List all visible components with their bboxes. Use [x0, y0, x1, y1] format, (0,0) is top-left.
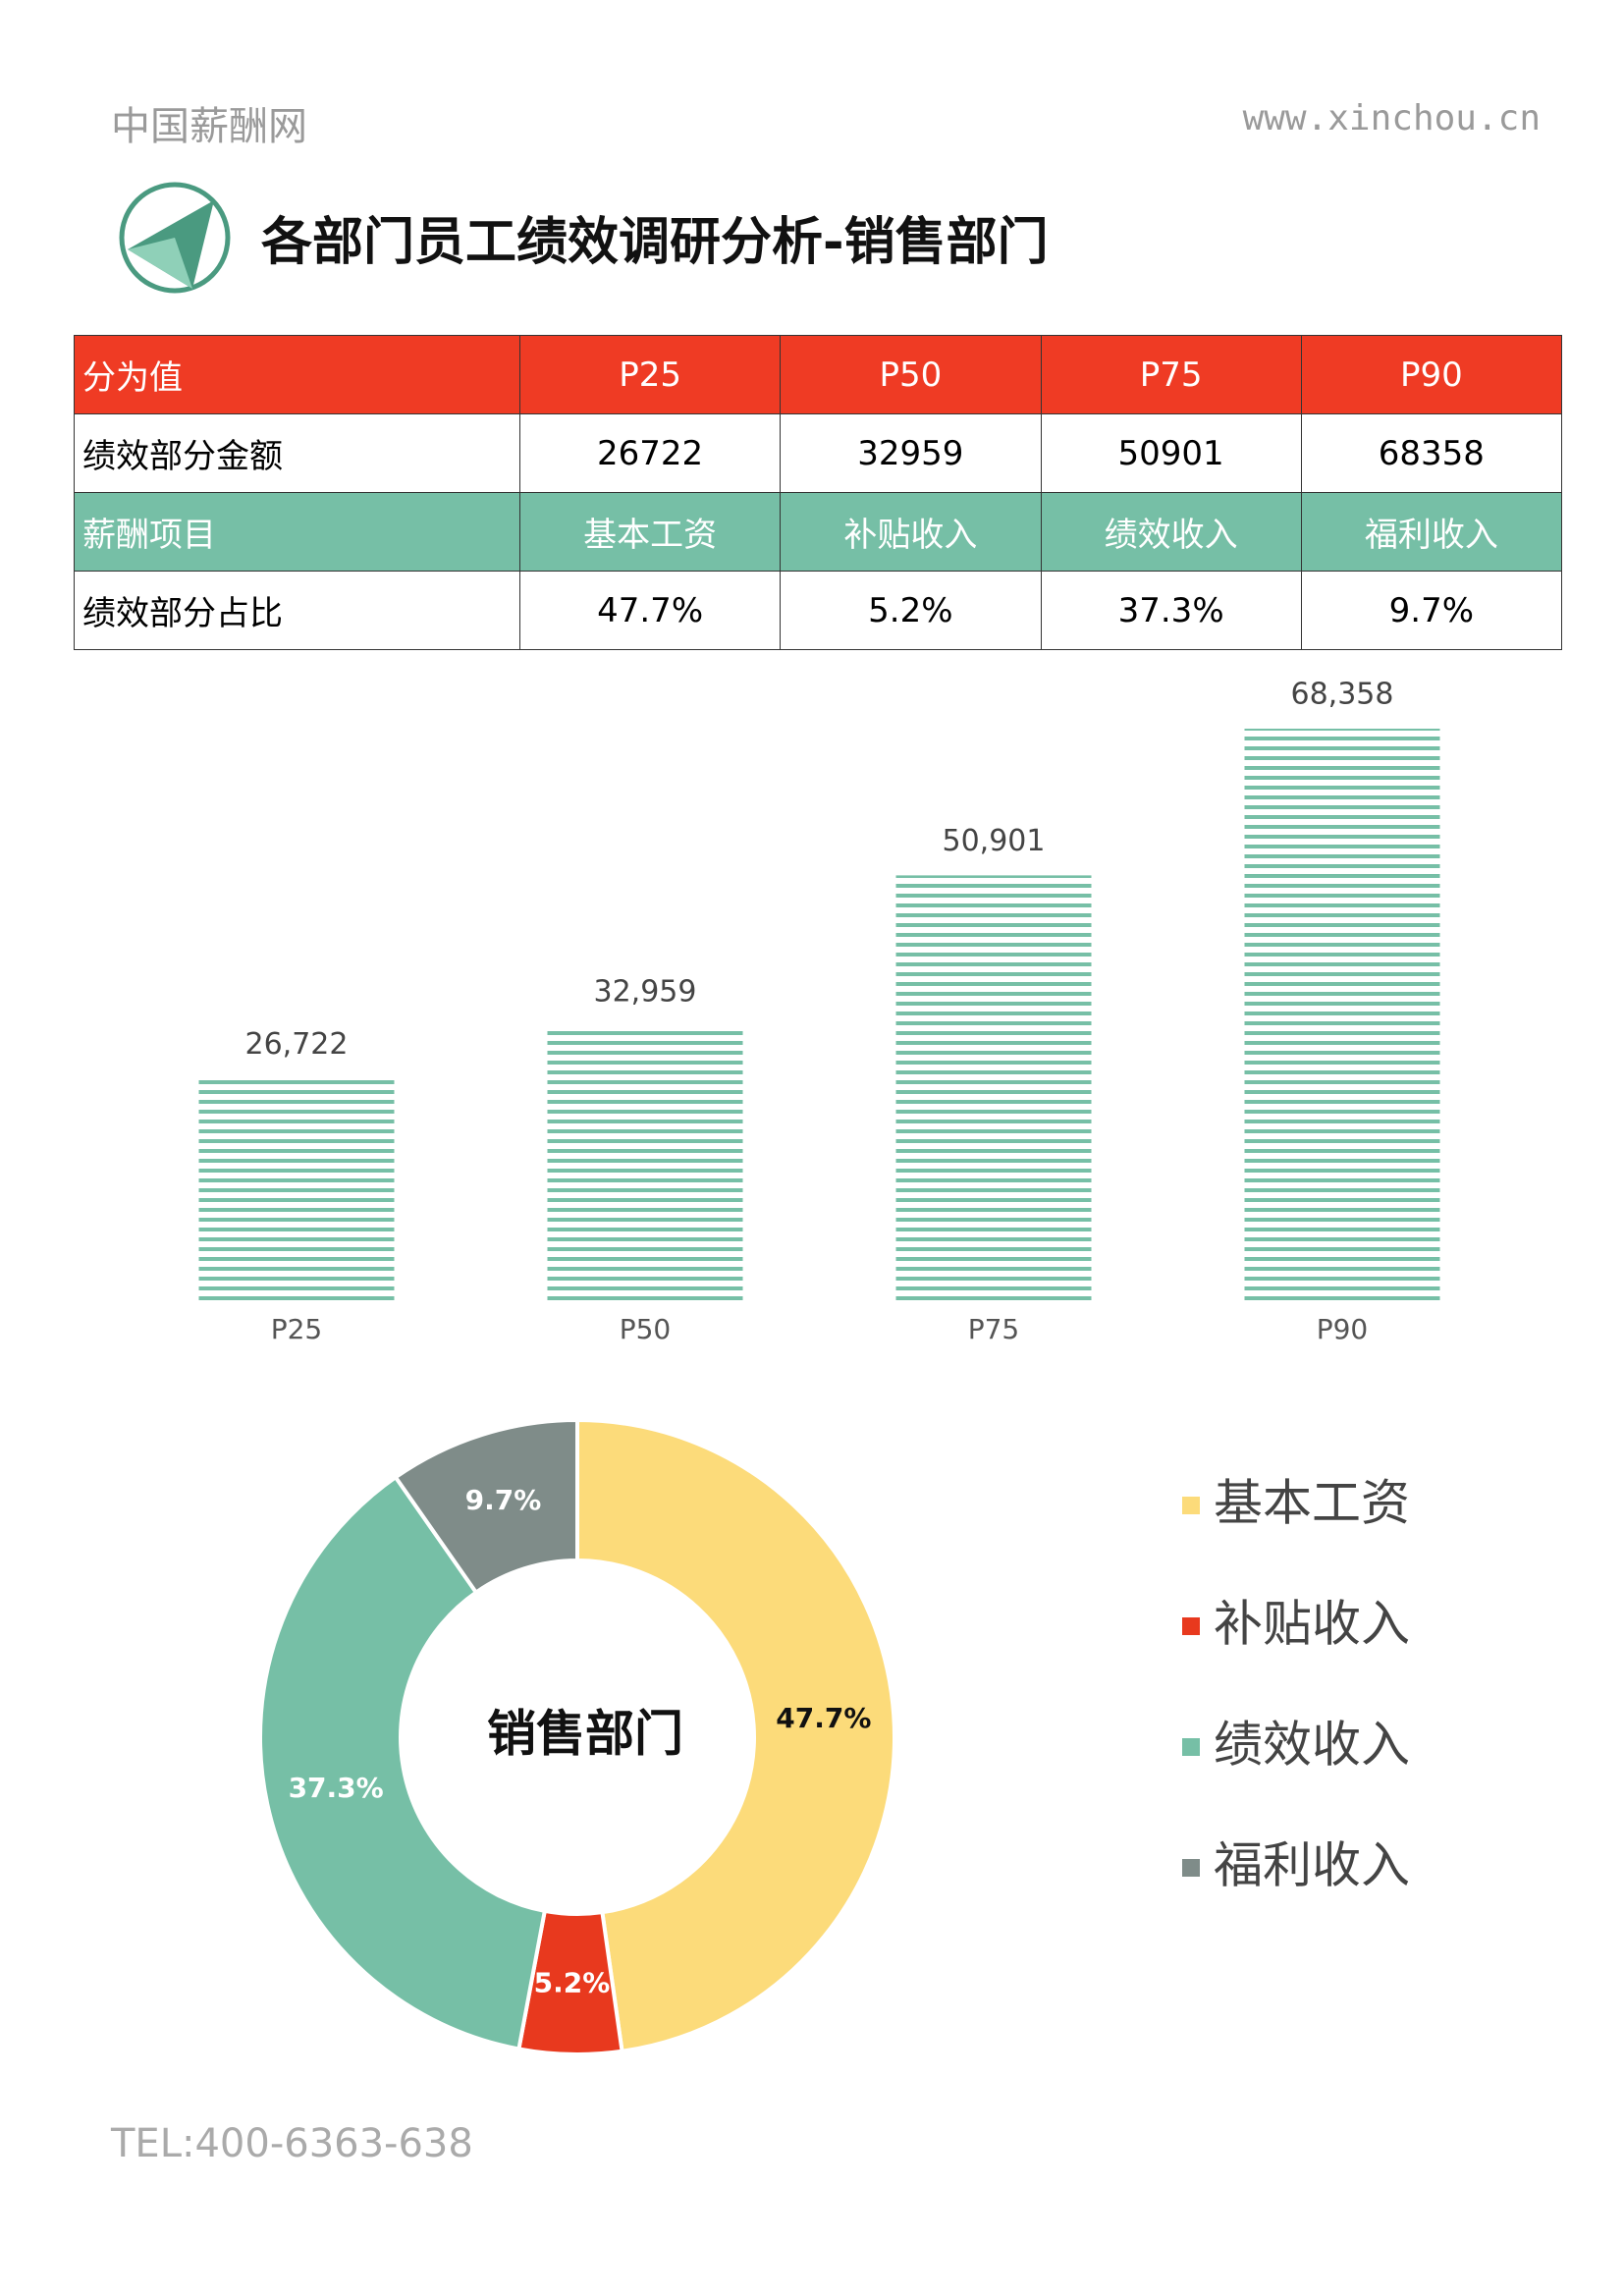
bar [547, 1025, 743, 1303]
footer-tel: TEL:400-6363-638 [111, 2121, 473, 2166]
table-cell: P50 [780, 335, 1042, 414]
x-tick-label: P25 [271, 1313, 323, 1345]
legend-swatch [1182, 1497, 1200, 1514]
legend-swatch [1182, 1617, 1200, 1635]
data-label: 37.3% [289, 1772, 384, 1804]
table-cell: 薪酬项目 [74, 492, 520, 572]
table-row: 绩效部分金额 26722 32959 50901 68358 [74, 413, 1563, 493]
site-url: www.xinchou.cn [1242, 98, 1541, 138]
table-row: 分为值 P25 P50 P75 P90 [74, 335, 1563, 414]
table-cell: 68358 [1300, 413, 1563, 493]
table-cell: 分为值 [74, 335, 520, 414]
table-cell: 50901 [1040, 413, 1302, 493]
table-cell: P25 [518, 335, 782, 414]
table-row: 薪酬项目 基本工资 补贴收入 绩效收入 福利收入 [74, 492, 1563, 572]
donut-segment [393, 1417, 579, 1596]
bar [1244, 729, 1440, 1303]
legend-label: 补贴收入 [1214, 1596, 1410, 1653]
table-cell: 福利收入 [1300, 492, 1563, 572]
table-cell: 绩效部分金额 [74, 413, 520, 493]
data-label: 68,358 [1291, 678, 1394, 712]
site-name: 中国薪酬网 [111, 104, 307, 149]
logo [119, 182, 231, 294]
table-cell: 32959 [780, 413, 1042, 493]
x-tick-label: P75 [968, 1313, 1020, 1345]
donut-center-label: 销售部门 [487, 1706, 683, 1763]
x-tick-label: P50 [620, 1313, 672, 1345]
x-tick-label: P90 [1317, 1313, 1369, 1345]
data-table: 分为值 P25 P50 P75 P90 绩效部分金额 26722 32959 50901 6835… [74, 335, 1563, 650]
data-label: 26,722 [245, 1027, 349, 1062]
legend-swatch [1182, 1859, 1200, 1877]
donut-segment [575, 1417, 896, 2054]
legend-label: 基本工资 [1214, 1475, 1410, 1532]
data-label: 9.7% [465, 1484, 542, 1516]
bar [198, 1078, 395, 1303]
table-cell: 37.3% [1040, 571, 1302, 650]
bar [895, 875, 1092, 1303]
table-cell: 补贴收入 [780, 492, 1042, 572]
table-cell: 9.7% [1300, 571, 1563, 650]
data-label: 50,901 [943, 824, 1046, 858]
legend-swatch [1182, 1738, 1200, 1756]
data-label: 47.7% [776, 1702, 871, 1734]
data-label: 32,959 [594, 974, 697, 1009]
table-cell: 绩效收入 [1040, 492, 1302, 572]
table-cell: 绩效部分占比 [74, 571, 520, 650]
donut-segment [258, 1474, 548, 2051]
legend-label: 绩效收入 [1214, 1717, 1410, 1774]
table-row: 绩效部分占比 47.7% 5.2% 37.3% 9.7% [74, 571, 1563, 650]
table-cell: 47.7% [518, 571, 782, 650]
table-cell: P90 [1300, 335, 1563, 414]
page-title: 各部门员工绩效调研分析-销售部门 [261, 213, 1049, 272]
legend-label: 福利收入 [1214, 1837, 1410, 1894]
table-cell: 5.2% [780, 571, 1042, 650]
data-label: 5.2% [534, 1966, 611, 1998]
table-cell: P75 [1040, 335, 1302, 414]
table-cell: 基本工资 [518, 492, 782, 572]
